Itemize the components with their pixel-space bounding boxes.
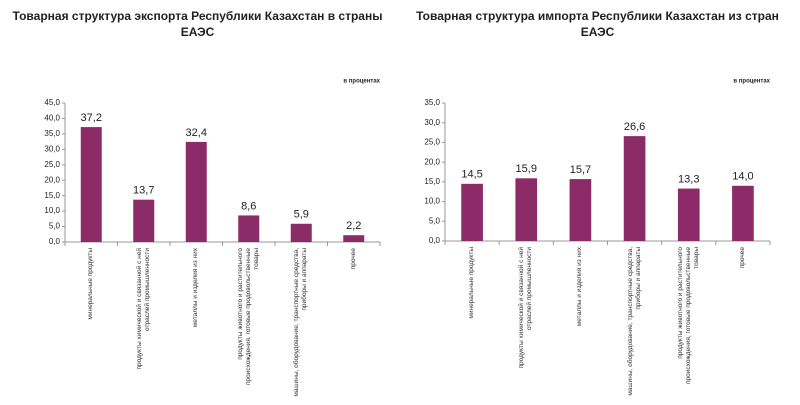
y-tick-label: 5,0 [429,216,441,225]
bar [569,179,592,241]
x-tick-label: минеральные продукты [468,247,476,319]
value-label: 15,9 [516,163,537,175]
value-label: 26,6 [624,121,645,133]
value-label: 15,7 [570,164,591,176]
y-tick-label: 0,0 [429,236,441,245]
unit-note: в процентах [733,79,770,85]
y-tick-label: 35,0 [44,129,60,138]
x-tick-label: продукты животного и растительного проис… [236,248,260,385]
y-tick-label: 30,0 [44,144,60,153]
unit-note: в процентах [343,79,380,85]
y-tick-label: 15,0 [424,177,440,186]
bar [677,188,700,241]
value-label: 14,5 [461,169,482,181]
x-tick-label: металлы и изделия из них [192,248,200,328]
value-label: 37,2 [81,112,102,124]
bar [461,183,483,241]
bar [623,136,646,241]
bar [732,185,754,241]
x-tick-label: прочее [738,247,746,269]
y-tick-label: 40,0 [44,114,60,123]
value-label: 5,9 [294,209,309,221]
y-tick-label: 0,0 [49,237,61,246]
y-tick-label: 25,0 [424,138,440,147]
y-tick-label: 20,0 [44,175,60,184]
x-tick-label: машины, оборудование, транспортные средс… [293,248,309,397]
y-tick-label: 10,0 [424,197,440,206]
y-tick-label: 10,0 [44,206,60,215]
bar [185,141,207,242]
x-tick-label: продукты животного и растительного проис… [676,247,700,384]
y-tick-label: 45,0 [44,98,60,107]
bar [290,223,312,242]
y-tick-label: 15,0 [44,191,60,200]
chart-title: Товарная структура экспорта Республики К… [12,9,383,39]
x-tick-label: машины, оборудование, транспортные средс… [626,247,642,396]
value-label: 2,2 [346,220,361,232]
y-tick-label: 5,0 [49,222,61,231]
x-tick-label: продукты химической и связанной с ней от… [135,248,151,370]
bar [343,235,365,242]
bar [80,127,102,242]
x-tick-label: прочее [349,248,357,270]
bar [133,199,155,242]
value-label: 32,4 [186,127,207,139]
bar [515,178,538,241]
bar [238,215,260,242]
value-label: 14,0 [732,171,753,183]
value-label: 8,6 [241,200,256,212]
x-tick-label: продукты химической и связанной с ней от… [518,247,534,369]
x-tick-label: металлы и изделия из них [576,247,584,327]
y-tick-label: 35,0 [424,98,440,107]
chart-title: Товарная структура импорта Республики Ка… [416,9,779,39]
y-tick-label: 25,0 [44,160,60,169]
value-label: 13,3 [678,173,699,185]
y-tick-label: 20,0 [424,157,440,166]
x-tick-label: минеральные продукты [87,248,95,320]
value-label: 13,7 [133,185,154,197]
y-tick-label: 30,0 [424,118,440,127]
